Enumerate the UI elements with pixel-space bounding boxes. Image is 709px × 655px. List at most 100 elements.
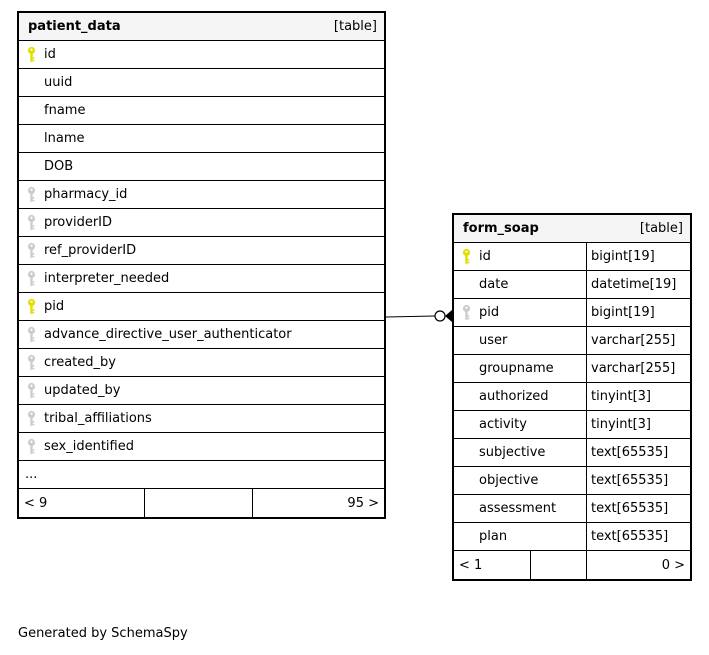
foreign-key-icon — [19, 321, 44, 348]
key-spacer — [454, 327, 479, 354]
foreign-key-icon — [454, 299, 479, 326]
column-name: DOB — [44, 159, 74, 174]
table-type-badge: [table] — [333, 19, 377, 34]
parents-count: 95 > — [252, 489, 384, 517]
column-name: sex_identified — [44, 439, 134, 454]
key-spacer — [454, 411, 479, 438]
column-row: id — [19, 41, 384, 69]
column-name: advance_directive_user_authenticator — [44, 327, 292, 342]
column-name: objective — [479, 473, 539, 488]
table-patient_data[interactable]: patient_data [table] id uuid fname lname DOB ph… — [17, 11, 386, 519]
footer-spacer-cell — [144, 489, 252, 517]
key-spacer — [454, 495, 479, 522]
column-row: objective text[65535] — [454, 467, 690, 495]
column-name: id — [44, 47, 56, 62]
table-footer: < 1 0 > — [454, 551, 690, 579]
column-row: interpreter_needed — [19, 265, 384, 293]
foreign-key-icon — [19, 349, 44, 376]
column-name: activity — [479, 417, 527, 432]
column-name: uuid — [44, 75, 73, 90]
table-type-badge: [table] — [639, 221, 683, 236]
column-type: tinyint[3] — [586, 383, 690, 410]
column-name: ref_providerID — [44, 243, 137, 258]
table-title: patient_data — [28, 19, 121, 34]
foreign-key-icon — [19, 209, 44, 236]
column-row: assessment text[65535] — [454, 495, 690, 523]
foreign-key-icon — [19, 237, 44, 264]
column-row: pid — [19, 293, 384, 321]
primary-key-icon — [19, 41, 44, 68]
column-name: created_by — [44, 355, 116, 370]
column-row: uuid — [19, 69, 384, 97]
column-row: updated_by — [19, 377, 384, 405]
column-type: varchar[255] — [586, 327, 690, 354]
column-name: plan — [479, 529, 508, 544]
column-row: created_by — [19, 349, 384, 377]
column-name: id — [479, 249, 491, 264]
column-type: text[65535] — [586, 495, 690, 522]
column-name: updated_by — [44, 383, 121, 398]
column-row: pharmacy_id — [19, 181, 384, 209]
table-header[interactable]: form_soap [table] — [454, 215, 690, 243]
column-name: tribal_affiliations — [44, 411, 152, 426]
column-row: tribal_affiliations — [19, 405, 384, 433]
key-spacer — [19, 125, 44, 152]
column-type: bigint[19] — [586, 243, 690, 270]
column-name: interpreter_needed — [44, 271, 170, 286]
column-type: datetime[19] — [586, 271, 690, 298]
column-type: bigint[19] — [586, 299, 690, 326]
column-row: subjective text[65535] — [454, 439, 690, 467]
column-row: ref_providerID — [19, 237, 384, 265]
parents-count: 0 > — [586, 551, 690, 579]
column-name: groupname — [479, 361, 554, 376]
key-spacer — [19, 153, 44, 180]
column-row: advance_directive_user_authenticator — [19, 321, 384, 349]
column-name: subjective — [479, 445, 546, 460]
column-name: user — [479, 333, 508, 348]
key-spacer — [454, 383, 479, 410]
generated-by-note: Generated by SchemaSpy — [18, 626, 188, 641]
key-spacer — [454, 271, 479, 298]
foreign-key-icon — [19, 181, 44, 208]
column-name: pid — [44, 299, 65, 314]
footer-spacer-cell — [530, 551, 586, 579]
table-form_soap[interactable]: form_soap [table] id bigint[19] date datetime… — [452, 213, 692, 581]
column-type: text[65535] — [586, 523, 690, 550]
column-name: providerID — [44, 215, 113, 230]
table-footer: < 9 95 > — [19, 489, 384, 517]
children-count: < 1 — [459, 557, 483, 573]
primary-key-icon — [454, 243, 479, 270]
children-count: < 9 — [24, 495, 48, 511]
column-row: activity tinyint[3] — [454, 411, 690, 439]
column-name: assessment — [479, 501, 557, 516]
column-row: pid bigint[19] — [454, 299, 690, 327]
foreign-key-icon — [19, 433, 44, 460]
column-name: authorized — [479, 389, 549, 404]
column-type: text[65535] — [586, 439, 690, 466]
column-name: fname — [44, 103, 86, 118]
foreign-key-icon — [19, 405, 44, 432]
column-type: tinyint[3] — [586, 411, 690, 438]
column-name: lname — [44, 131, 85, 146]
column-row: sex_identified — [19, 433, 384, 461]
foreign-key-icon — [19, 265, 44, 292]
column-row: date datetime[19] — [454, 271, 690, 299]
table-header[interactable]: patient_data [table] — [19, 13, 384, 41]
column-row: lname — [19, 125, 384, 153]
primary-key-icon — [19, 293, 44, 320]
column-name: pharmacy_id — [44, 187, 128, 202]
column-row: providerID — [19, 209, 384, 237]
key-spacer — [19, 69, 44, 96]
key-spacer — [454, 439, 479, 466]
more-columns-ellipsis: ... — [19, 461, 384, 489]
column-row: plan text[65535] — [454, 523, 690, 551]
column-row: id bigint[19] — [454, 243, 690, 271]
column-type: varchar[255] — [586, 355, 690, 382]
key-spacer — [454, 467, 479, 494]
column-name: date — [479, 277, 509, 292]
column-row: groupname varchar[255] — [454, 355, 690, 383]
column-name: pid — [479, 305, 500, 320]
column-row: fname — [19, 97, 384, 125]
column-type: text[65535] — [586, 467, 690, 494]
